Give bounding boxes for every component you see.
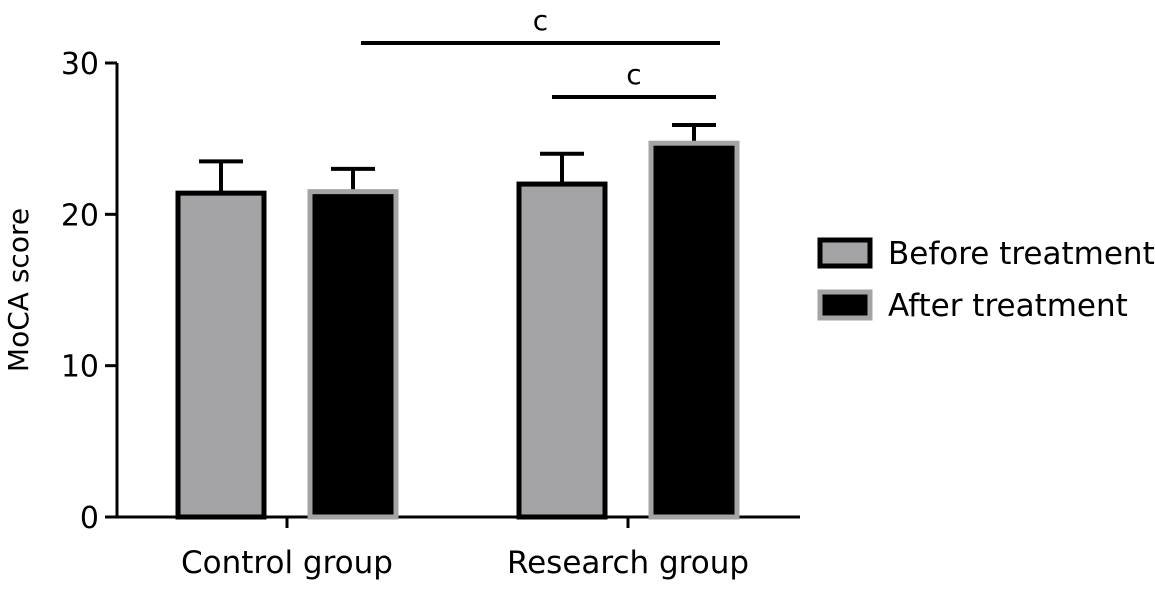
- y-axis-label: MoCA score: [2, 208, 35, 372]
- x-tick-label: Control group: [181, 545, 393, 581]
- bar-before-research: [516, 181, 608, 520]
- legend-swatch: [817, 237, 873, 269]
- legend: Before treatment After treatment: [817, 236, 1155, 324]
- significance-label: c: [626, 58, 641, 91]
- legend-swatch: [817, 289, 873, 321]
- bar-after-control: [307, 189, 399, 520]
- legend-label: Before treatment: [888, 236, 1155, 272]
- y-tick-label: 20: [61, 198, 99, 233]
- axes: 0 10 20 30 Control group Research group: [61, 47, 800, 581]
- significance-label: c: [533, 4, 548, 37]
- x-tick-label: Research group: [507, 545, 749, 581]
- y-tick-label: 30: [61, 47, 99, 82]
- legend-label: After treatment: [888, 288, 1128, 324]
- bars: [175, 123, 740, 520]
- y-tick-label: 10: [61, 350, 99, 385]
- significance-annotations: cc: [361, 4, 720, 99]
- bar-after-research: [648, 140, 740, 520]
- bar-before-control: [175, 190, 267, 520]
- y-tick-label: 0: [80, 501, 99, 536]
